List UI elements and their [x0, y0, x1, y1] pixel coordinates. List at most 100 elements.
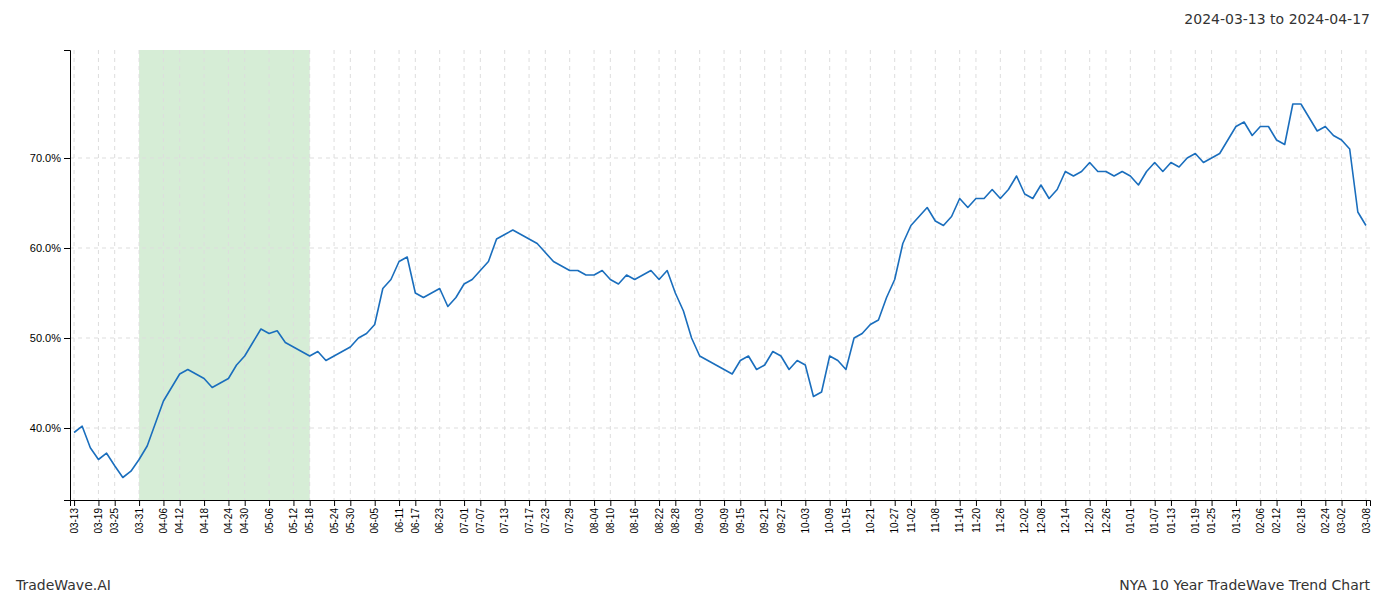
x-tick: 11-20	[971, 500, 982, 533]
x-tick-label: 07-23	[540, 508, 551, 534]
x-tick-label: 08-10	[605, 508, 616, 534]
x-tick: 12-26	[1101, 500, 1112, 534]
x-tick-label: 08-22	[654, 508, 665, 534]
x-tick: 05-30	[345, 500, 356, 534]
x-tick-label: 08-28	[670, 508, 681, 534]
x-grid-line	[269, 50, 270, 500]
x-tick-mark	[310, 500, 311, 506]
x-grid-line	[1276, 50, 1277, 500]
x-tick-mark	[269, 500, 270, 506]
x-tick: 08-28	[670, 500, 681, 534]
x-tick-label: 06-17	[410, 508, 421, 534]
x-tick-mark	[228, 500, 229, 506]
x-tick: 12-02	[1019, 500, 1030, 534]
x-grid-line	[764, 50, 765, 500]
x-tick-mark	[415, 500, 416, 506]
x-grid-line	[244, 50, 245, 500]
x-grid-line	[1341, 50, 1342, 500]
x-tick-label: 08-04	[589, 508, 600, 534]
x-grid-line	[1024, 50, 1025, 500]
x-grid-line	[610, 50, 611, 500]
x-tick: 03-31	[134, 500, 145, 534]
x-tick-mark	[98, 500, 99, 506]
x-tick-label: 05-06	[264, 508, 275, 534]
x-tick-mark	[1065, 500, 1066, 506]
x-tick: 03-25	[109, 500, 120, 534]
x-tick-mark	[895, 500, 896, 506]
x-grid-line	[529, 50, 530, 500]
x-tick-mark	[1325, 500, 1326, 506]
x-grid-line	[805, 50, 806, 500]
x-grid-line	[1040, 50, 1041, 500]
x-grid-line	[1154, 50, 1155, 500]
x-tick-label: 01-01	[1125, 508, 1136, 534]
x-tick-label: 10-03	[800, 508, 811, 534]
x-grid-line	[659, 50, 660, 500]
x-tick-label: 02-12	[1271, 508, 1282, 534]
x-tick-mark	[375, 500, 376, 506]
x-tick: 12-08	[1036, 500, 1047, 534]
x-tick: 08-10	[605, 500, 616, 534]
y-axis: 40.0%50.0%60.0%70.0%	[30, 51, 71, 501]
y-tick-mark	[64, 338, 70, 339]
y-tick-label: 60.0%	[30, 242, 61, 254]
x-tick-mark	[594, 500, 595, 506]
x-tick: 04-30	[239, 500, 250, 534]
x-grid-line	[724, 50, 725, 500]
x-tick: 08-22	[654, 500, 665, 534]
x-tick-label: 10-15	[841, 508, 852, 534]
x-tick-mark	[334, 500, 335, 506]
x-axis-line	[71, 501, 1371, 507]
x-tick-mark	[293, 500, 294, 506]
x-tick-mark	[1342, 500, 1343, 506]
x-grid-line	[374, 50, 375, 500]
x-grid-line	[334, 50, 335, 500]
x-tick-mark	[781, 500, 782, 506]
x-tick-mark	[464, 500, 465, 506]
y-grid-line	[70, 338, 1370, 339]
x-tick-mark	[1260, 500, 1261, 506]
x-grid-line	[780, 50, 781, 500]
x-tick-label: 09-27	[776, 508, 787, 534]
x-axis: 03-1303-1903-2503-3104-0604-1204-1804-24…	[69, 500, 1372, 534]
x-tick-label: 12-08	[1036, 508, 1047, 534]
x-tick: 07-17	[524, 500, 535, 534]
x-tick-mark	[935, 500, 936, 506]
x-tick-mark	[846, 500, 847, 506]
x-tick-label: 01-07	[1149, 508, 1160, 534]
x-tick-mark	[1171, 500, 1172, 506]
x-tick-label: 07-17	[524, 508, 535, 534]
x-grid-line	[1235, 50, 1236, 500]
x-tick-label: 09-15	[735, 508, 746, 534]
x-tick-label: 06-11	[394, 508, 405, 533]
x-tick: 04-12	[174, 500, 185, 534]
x-tick-mark	[1366, 500, 1367, 506]
highlight-band	[139, 50, 310, 500]
x-tick-label: 05-12	[288, 508, 299, 534]
x-tick: 02-06	[1255, 500, 1266, 534]
x-grid-line	[845, 50, 846, 500]
x-tick-label: 03-08	[1361, 508, 1372, 534]
x-tick-label: 04-18	[199, 508, 210, 534]
x-tick-mark	[245, 500, 246, 506]
x-tick-label: 02-18	[1296, 508, 1307, 534]
x-tick: 09-15	[735, 500, 746, 534]
x-tick-label: 12-20	[1084, 508, 1095, 534]
x-grid-line	[1130, 50, 1131, 500]
x-tick-label: 02-24	[1320, 508, 1331, 534]
x-tick: 12-20	[1084, 500, 1095, 534]
x-tick: 07-23	[540, 500, 551, 534]
x-tick-label: 10-09	[824, 508, 835, 534]
y-tick-mark	[64, 158, 70, 159]
x-tick-label: 09-03	[694, 508, 705, 534]
x-tick-label: 11-20	[971, 508, 982, 533]
x-tick-label: 03-13	[69, 508, 80, 534]
plot-area	[70, 50, 1370, 500]
x-tick-label: 11-14	[954, 508, 965, 533]
x-tick: 06-17	[410, 500, 421, 534]
x-tick: 10-27	[889, 500, 900, 534]
title: 2024-03-13 to 2024-04-17	[1184, 11, 1370, 27]
x-tick-label: 06-23	[434, 508, 445, 534]
x-tick: 10-15	[841, 500, 852, 534]
x-tick: 12-14	[1060, 500, 1071, 534]
